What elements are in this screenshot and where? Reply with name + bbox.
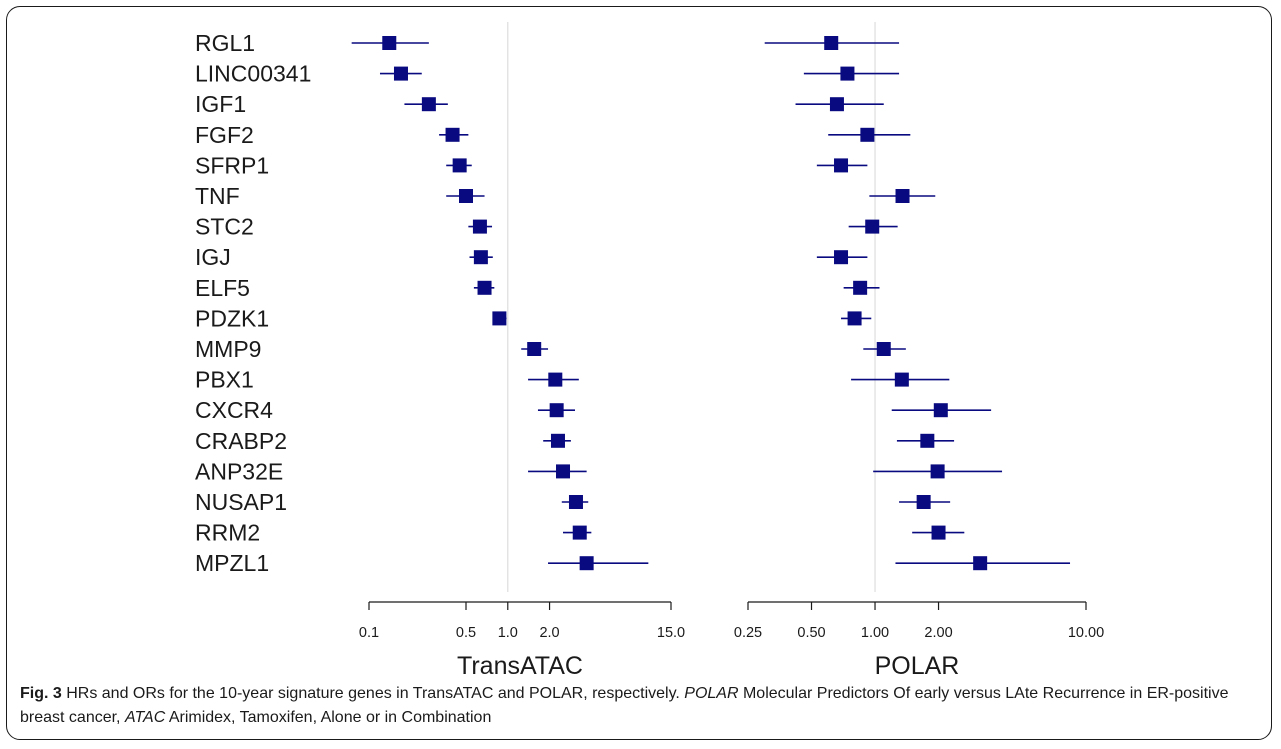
gene-label-rgl1: RGL1 — [195, 30, 255, 56]
panel-title: POLAR — [875, 652, 960, 680]
x-tick-label: 0.5 — [456, 625, 476, 641]
x-tick-label: 0.50 — [797, 625, 825, 641]
estimate-marker-sfrp1 — [452, 158, 467, 173]
estimate-marker-stc2 — [865, 219, 880, 234]
gene-label-sfrp1: SFRP1 — [195, 152, 269, 178]
estimate-marker-tnf — [895, 189, 910, 203]
x-tick-label: 15.0 — [657, 625, 685, 641]
estimate-marker-nusap1 — [568, 495, 583, 509]
caption-term-atac: ATAC — [124, 709, 166, 726]
gene-labels: RGL1 LINC00341 IGF1 FGF2 SFRP1 TNF STC2 IGJ ELF5… — [195, 30, 311, 576]
gene-label-elf5: ELF5 — [195, 275, 250, 301]
estimate-marker-fgf2 — [860, 127, 875, 142]
gene-label-anp32e: ANP32E — [195, 458, 283, 484]
estimate-marker-pdzk1 — [492, 311, 507, 326]
x-tick-label: 10.00 — [1068, 625, 1104, 641]
gene-label-igf1: IGF1 — [195, 91, 246, 117]
caption-text-3: Arimidex, Tamoxifen, Alone or in Combina… — [165, 709, 492, 726]
estimate-marker-crabp2 — [550, 433, 565, 448]
estimate-marker-elf5 — [477, 280, 492, 295]
x-tick-label: 0.25 — [734, 625, 762, 641]
caption-text-2: Molecular Predictors Of early versus LAt… — [20, 685, 1229, 726]
estimate-marker-sfrp1 — [834, 158, 849, 173]
gene-label-fgf2: FGF2 — [195, 122, 254, 148]
estimate-marker-nusap1 — [916, 495, 931, 509]
estimate-marker-rrm2 — [931, 525, 946, 540]
estimate-marker-igj — [834, 250, 849, 265]
estimate-marker-stc2 — [472, 219, 487, 234]
estimate-marker-linc00341 — [840, 66, 855, 81]
estimate-marker-anp32e — [930, 464, 945, 479]
estimate-marker-igf1 — [421, 97, 436, 112]
panel-transatac: 0.1 0.5 1.0 2.0 15.0 TransATAC — [351, 22, 685, 680]
estimate-marker-pdzk1 — [847, 311, 862, 326]
gene-label-pdzk1: PDZK1 — [195, 305, 269, 331]
gene-label-igj: IGJ — [195, 244, 231, 270]
estimate-marker-pbx1 — [894, 372, 909, 387]
panel-title: TransATAC — [457, 652, 583, 680]
gene-label-linc00341: LINC00341 — [195, 61, 311, 87]
caption-text-1: HRs and ORs for the 10-year signature ge… — [61, 685, 685, 702]
gene-label-nusap1: NUSAP1 — [195, 489, 287, 515]
estimate-marker-mmp9 — [527, 342, 542, 356]
caption-term-polar: POLAR — [684, 685, 739, 702]
gene-label-mpzl1: MPZL1 — [195, 550, 269, 576]
figure-caption: Fig. 3 HRs and ORs for the 10-year signa… — [20, 682, 1255, 730]
estimate-marker-tnf — [459, 189, 474, 203]
x-tick-label: 0.1 — [359, 625, 379, 641]
gene-label-pbx1: PBX1 — [195, 367, 254, 393]
estimate-marker-rgl1 — [824, 36, 839, 50]
estimate-marker-mpzl1 — [973, 556, 988, 571]
estimate-marker-cxcr4 — [933, 403, 948, 418]
estimate-marker-igj — [473, 250, 488, 265]
estimate-marker-mpzl1 — [579, 556, 594, 571]
estimate-marker-crabp2 — [920, 433, 935, 448]
estimate-marker-elf5 — [853, 280, 868, 295]
x-tick-label: 2.0 — [539, 625, 559, 641]
x-tick-label: 1.00 — [861, 625, 889, 641]
estimate-marker-pbx1 — [548, 372, 563, 387]
caption-label: Fig. 3 — [20, 685, 62, 702]
estimate-marker-mmp9 — [876, 342, 891, 356]
gene-label-crabp2: CRABP2 — [195, 428, 287, 454]
estimate-marker-anp32e — [556, 464, 571, 479]
estimate-marker-rrm2 — [572, 525, 587, 540]
estimate-marker-rgl1 — [382, 36, 397, 50]
panel-polar: 0.25 0.50 1.00 2.00 10.00 POLAR — [734, 22, 1104, 680]
estimate-marker-igf1 — [829, 97, 844, 112]
estimate-marker-cxcr4 — [549, 403, 564, 418]
gene-label-mmp9: MMP9 — [195, 336, 261, 362]
gene-label-cxcr4: CXCR4 — [195, 397, 273, 423]
x-tick-label: 2.00 — [924, 625, 952, 641]
x-tick-label: 1.0 — [498, 625, 518, 641]
gene-label-rrm2: RRM2 — [195, 520, 260, 546]
estimate-marker-fgf2 — [445, 127, 460, 142]
gene-label-tnf: TNF — [195, 183, 240, 209]
figure-frame — [6, 6, 1272, 740]
estimate-marker-linc00341 — [393, 66, 408, 81]
gene-label-stc2: STC2 — [195, 214, 254, 240]
